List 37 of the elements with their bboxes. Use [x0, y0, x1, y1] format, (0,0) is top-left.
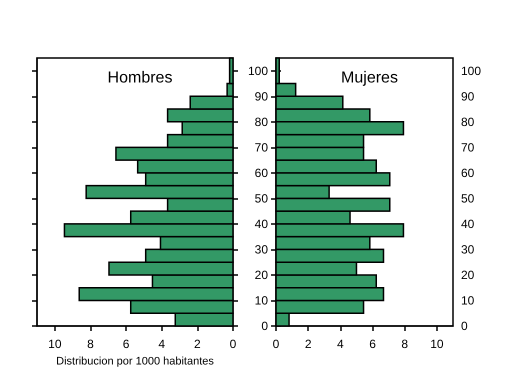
y2-tick-label: 60	[254, 166, 268, 180]
x-tick-label: 8	[401, 337, 408, 351]
y2-tick-label: 90	[254, 89, 268, 104]
x-tick-label: 10	[48, 337, 62, 351]
x-axis-title: Distribucion por 1000 habitantes	[56, 356, 214, 368]
y-tick-label: 10	[461, 293, 475, 308]
x-tick-label: 2	[194, 337, 202, 351]
x-tick-label: 0	[230, 337, 237, 351]
text: Mujeres	[341, 70, 398, 86]
y-tick-label: 60	[461, 166, 475, 180]
y-tick-label: 0	[461, 319, 468, 333]
x-tick-label: 2	[304, 337, 312, 351]
y2-tick-label: 70	[254, 140, 268, 154]
y-tick-label: 20	[461, 268, 475, 282]
y-tick-label: 70	[461, 140, 475, 154]
y2-tick-label: 0	[261, 319, 268, 333]
y-tick-label: 50	[461, 191, 475, 206]
x-tick-label: 10	[430, 337, 444, 351]
y-tick-label: 80	[461, 114, 475, 129]
y2-tick-label: 30	[254, 242, 268, 256]
x-tick-label: 6	[369, 337, 376, 351]
x-tick-label: 4	[337, 337, 344, 351]
y-tick-label: 30	[461, 242, 475, 256]
x-tick-label: 6	[122, 337, 130, 351]
y2-tick-label: 100	[248, 64, 268, 78]
y2-tick-label: 20	[254, 268, 268, 282]
y2-tick-label: 40	[254, 216, 268, 231]
x-tick-label: 4	[158, 337, 166, 351]
x-tick-label: 0	[272, 337, 280, 351]
text: Hombres	[108, 70, 172, 86]
y2-tick-label: 80	[254, 114, 268, 129]
y2-tick-label: 50	[254, 191, 268, 206]
y-tick-label: 90	[461, 89, 475, 104]
x-tick-label: 8	[87, 337, 94, 351]
y-tick-label: 100	[461, 64, 482, 78]
y2-tick-label: 10	[254, 293, 268, 308]
y-tick-label: 40	[461, 216, 475, 231]
